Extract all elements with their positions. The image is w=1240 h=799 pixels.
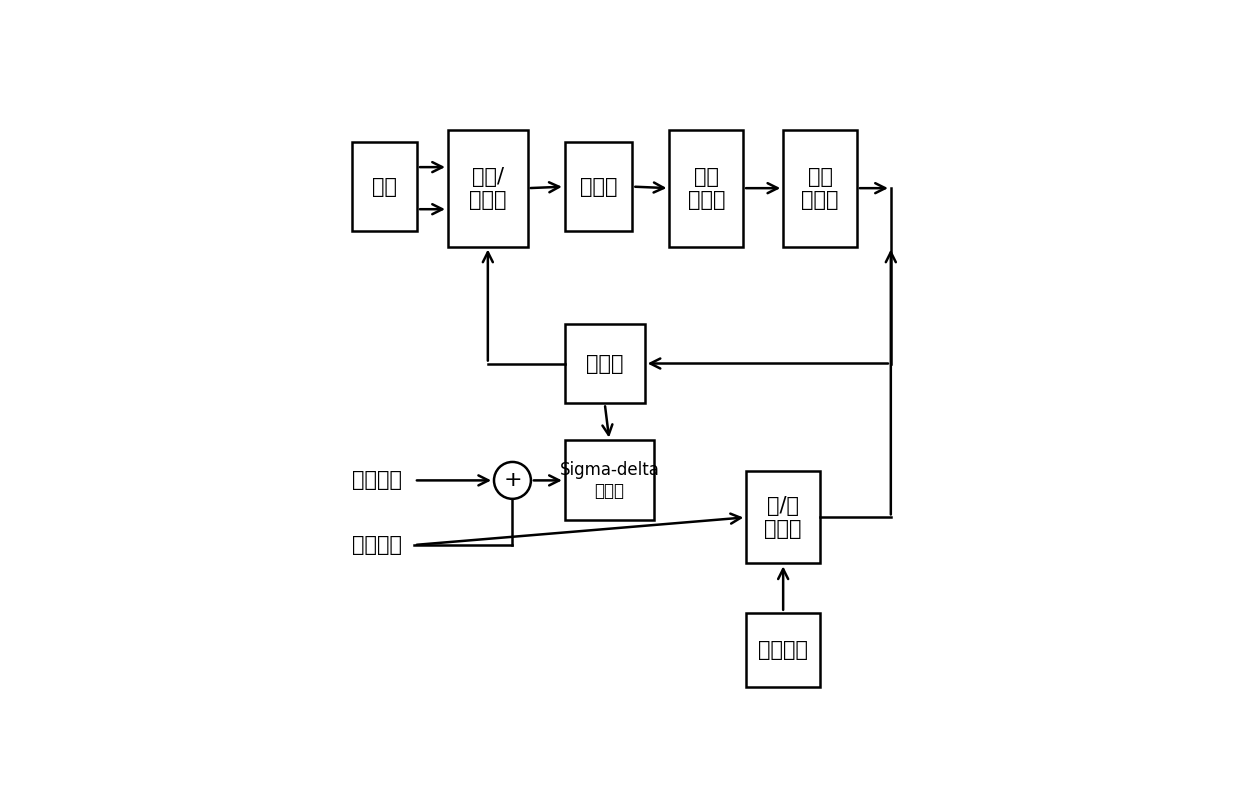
Text: 晶振: 晶振 <box>372 177 397 197</box>
Text: Sigma-delta
调制器: Sigma-delta 调制器 <box>559 461 660 500</box>
Text: 鉴相/
鉴频器: 鉴相/ 鉴频器 <box>469 166 507 210</box>
Bar <box>564 324 645 403</box>
Bar <box>564 440 653 520</box>
Bar <box>564 142 632 231</box>
Text: 低通
滤波器: 低通 滤波器 <box>687 166 725 210</box>
Text: 压控
振荡器: 压控 振荡器 <box>801 166 838 210</box>
Text: 信道数据: 信道数据 <box>352 471 403 491</box>
Bar <box>670 129 743 247</box>
Bar <box>784 129 857 247</box>
Text: 发射数据: 发射数据 <box>352 535 403 555</box>
Bar <box>746 471 820 563</box>
Text: 数/模
转换器: 数/模 转换器 <box>764 495 802 539</box>
Text: 校准模块: 校准模块 <box>758 639 808 660</box>
Bar <box>746 613 820 686</box>
Text: 分频器: 分频器 <box>587 353 624 373</box>
Bar <box>352 142 417 231</box>
Bar <box>448 129 528 247</box>
Text: +: + <box>503 471 522 491</box>
Text: 电荷泵: 电荷泵 <box>580 177 618 197</box>
